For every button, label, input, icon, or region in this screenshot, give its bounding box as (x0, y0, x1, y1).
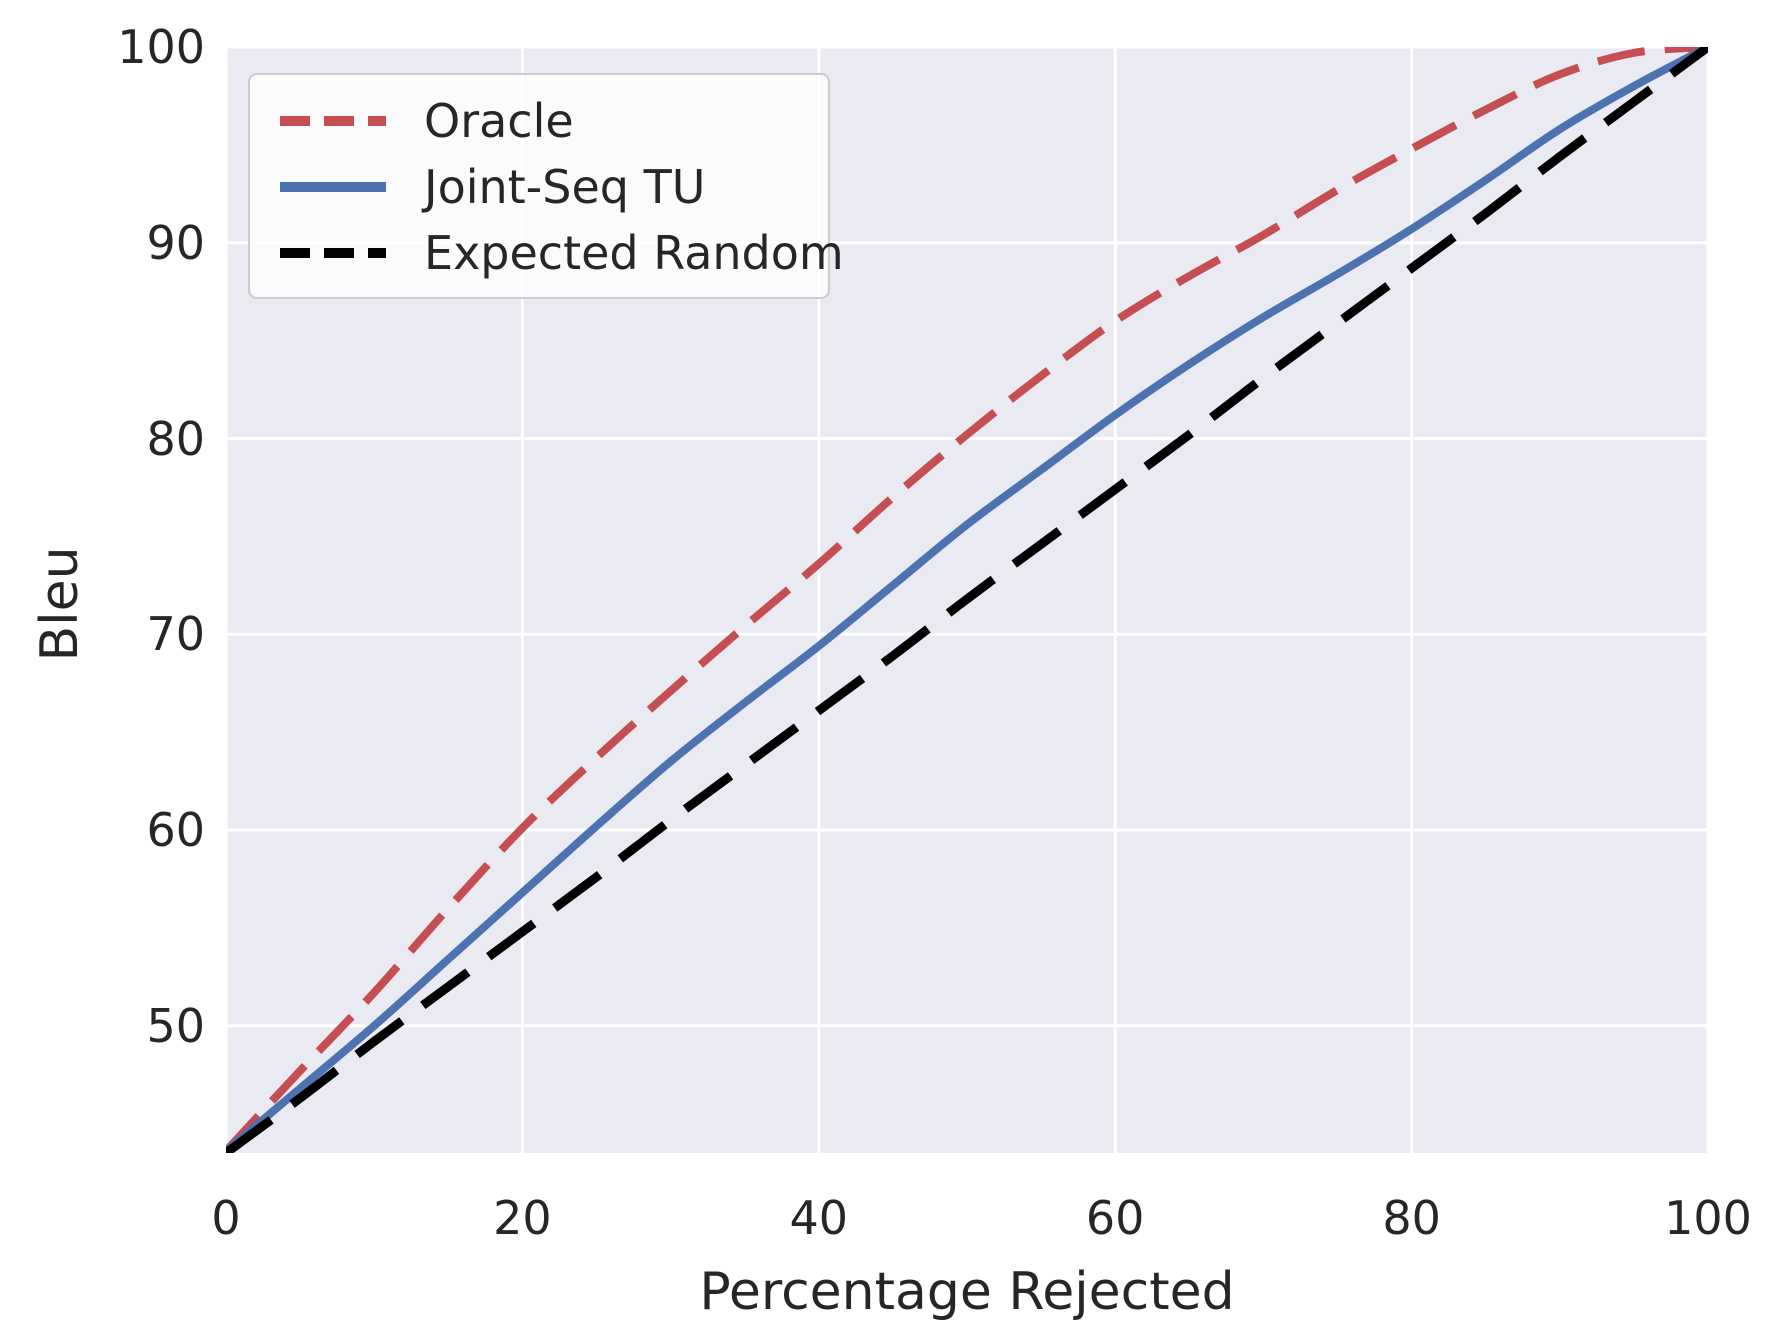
y-tick-label: 70 (146, 607, 205, 662)
x-tick-label: 60 (1085, 1191, 1145, 1245)
series-line-joint-seq-tu (226, 47, 1708, 1153)
expected-random-line-sample-icon (280, 248, 386, 258)
x-axis-label: Percentage Rejected (699, 1262, 1235, 1322)
series-line-expected-random (226, 47, 1708, 1153)
x-tick-label: 80 (1382, 1191, 1441, 1245)
series-lines (226, 47, 1708, 1153)
y-tick-label: 80 (146, 411, 205, 466)
y-tick-label: 60 (146, 803, 205, 857)
legend-item-joint-seq-tu: Joint-Seq TU (280, 155, 828, 219)
x-tick-label: 0 (211, 1191, 241, 1245)
y-axis-label: Bleu (30, 546, 90, 662)
x-tick-label: 20 (493, 1191, 552, 1245)
series-line-oracle (226, 47, 1708, 1153)
legend-label-joint-seq-tu: Joint-Seq TU (424, 160, 706, 214)
y-tick-label: 100 (117, 20, 205, 74)
y-tick-label: 50 (146, 998, 205, 1053)
legend-item-oracle: Oracle (280, 89, 828, 153)
legend-label-oracle: Oracle (424, 94, 574, 148)
legend-item-expected-random: Expected Random (280, 221, 844, 285)
oracle-line-sample-icon (280, 116, 386, 126)
y-tick-label: 90 (146, 215, 205, 270)
x-tick-label: 40 (789, 1191, 849, 1245)
legend: Oracle Joint-Seq TU Expected Random (248, 73, 844, 299)
joint-seq-tu-line-sample-icon (280, 182, 386, 192)
x-tick-label: 100 (1664, 1191, 1752, 1245)
legend-label-expected-random: Expected Random (424, 226, 844, 280)
